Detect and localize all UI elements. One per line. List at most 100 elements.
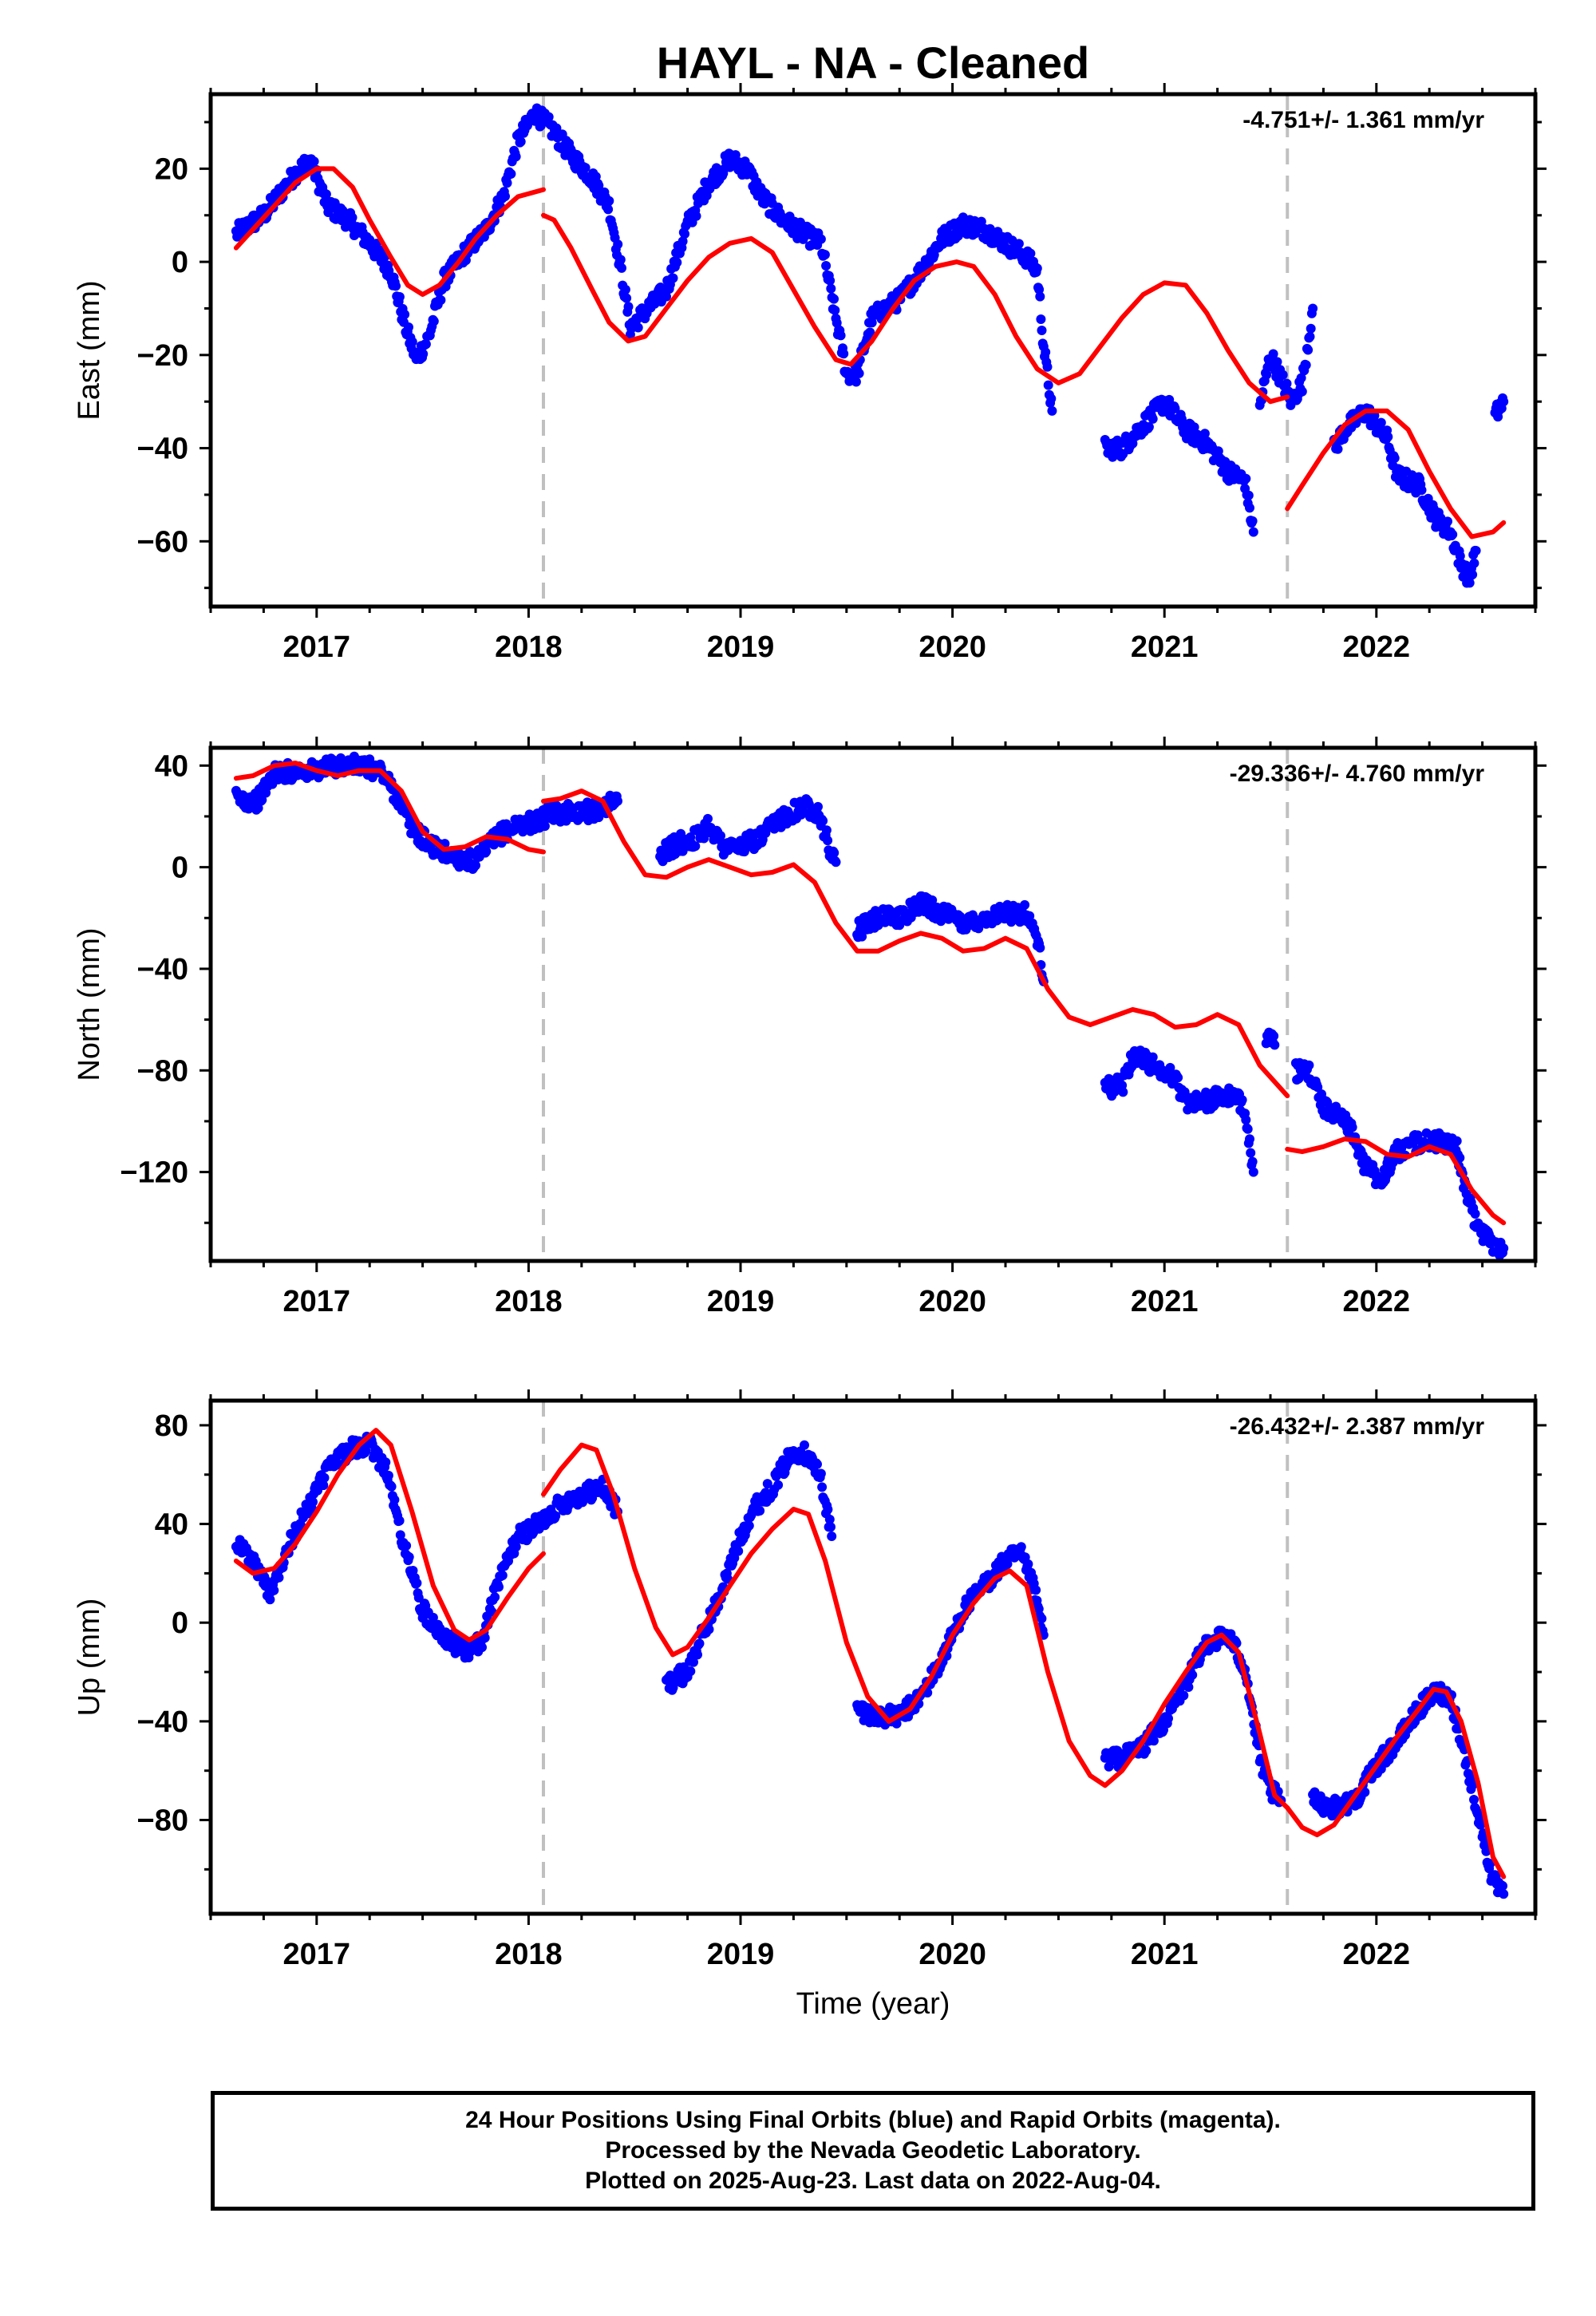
data-point — [1308, 303, 1318, 314]
data-point — [829, 294, 839, 304]
data-point — [668, 273, 678, 283]
data-point — [1104, 1761, 1114, 1772]
data-point — [831, 857, 841, 868]
data-point — [1241, 473, 1251, 484]
data-point — [361, 1445, 371, 1456]
data-point — [1499, 1889, 1509, 1899]
data-point — [716, 831, 725, 841]
data-point — [1035, 943, 1045, 953]
data-point — [1471, 546, 1481, 555]
data-point — [1297, 386, 1307, 397]
data-point — [1047, 405, 1057, 416]
data-point — [1499, 397, 1509, 407]
data-point — [543, 112, 554, 122]
data-point — [1247, 516, 1258, 526]
data-point — [800, 1440, 809, 1450]
data-point — [1187, 1670, 1198, 1680]
plot-frame — [208, 92, 1538, 609]
data-point — [1042, 362, 1053, 372]
data-point — [936, 916, 946, 927]
data-point — [1278, 370, 1288, 380]
data-point — [1002, 1559, 1013, 1569]
data-point — [818, 816, 828, 826]
y-tick-label: −20 — [137, 339, 188, 373]
y-tick-label: −40 — [137, 1705, 188, 1739]
model-curve — [541, 788, 1290, 1099]
data-point — [1270, 1040, 1280, 1050]
y-tick-label: 80 — [155, 1409, 188, 1443]
y-tick-label: −120 — [120, 1156, 188, 1190]
y-tick-label: 20 — [155, 152, 188, 186]
data-point — [1037, 1614, 1047, 1624]
data-point — [391, 281, 401, 291]
data-point — [1025, 911, 1035, 921]
model-curve — [541, 212, 1290, 405]
velocity-rate-label: -29.336+/- 4.760 mm/yr — [1230, 761, 1485, 787]
data-points — [231, 103, 1509, 588]
chart-title: HAYL - NA - Cleaned — [657, 38, 1089, 88]
data-point — [1170, 403, 1180, 413]
data-point — [500, 192, 510, 201]
data-point — [511, 152, 521, 162]
y-tick-label: 40 — [155, 749, 188, 783]
data-point — [865, 327, 875, 338]
data-point — [1020, 899, 1030, 910]
data-point — [680, 229, 689, 239]
data-point — [1268, 349, 1278, 359]
data-point — [678, 236, 688, 247]
y-axis-label: Up (mm) — [73, 1599, 106, 1717]
data-point — [817, 1482, 828, 1492]
data-point — [826, 283, 836, 294]
data-point — [615, 255, 626, 265]
data-point — [1148, 1052, 1158, 1062]
data-point — [603, 204, 614, 215]
x-tick-label: 2019 — [707, 630, 775, 664]
data-point — [851, 377, 861, 387]
data-point — [703, 813, 713, 824]
data-point — [309, 156, 319, 167]
data-point — [1016, 1542, 1026, 1552]
data-point — [1173, 1073, 1183, 1083]
data-point — [891, 1718, 902, 1729]
data-point — [820, 250, 830, 260]
x-axis-label: Time (year) — [796, 1987, 950, 2021]
data-point — [274, 1572, 284, 1583]
data-point — [383, 1470, 393, 1480]
data-point — [1176, 413, 1187, 424]
data-point — [1272, 357, 1282, 367]
y-tick-label: −80 — [137, 1054, 188, 1088]
data-point — [1183, 1682, 1194, 1692]
data-point — [253, 803, 263, 813]
data-point — [704, 1624, 714, 1634]
data-point — [1333, 444, 1343, 454]
data-point — [480, 1633, 490, 1643]
data-point — [821, 825, 832, 836]
data-point — [1144, 422, 1154, 432]
data-point — [1148, 413, 1158, 424]
data-point — [1468, 1780, 1478, 1790]
plot-frame — [208, 745, 1538, 1263]
data-point — [1455, 1152, 1465, 1163]
data-point — [1464, 578, 1475, 588]
data-point — [1013, 239, 1024, 249]
data-point — [1389, 453, 1400, 463]
data-point — [477, 1642, 487, 1653]
data-point — [689, 1657, 698, 1667]
data-points — [231, 1431, 1509, 1899]
data-point — [1303, 345, 1314, 355]
data-point — [762, 1479, 772, 1489]
panels-group: 2017 2018 2019 2020 2021 2022 −60 −40 −20 0 20 East… — [73, 83, 1547, 1971]
data-point — [1416, 485, 1427, 496]
data-point — [755, 1506, 765, 1516]
data-point — [428, 1612, 438, 1622]
y-tick-label: 0 — [172, 1607, 188, 1640]
data-point — [1304, 1060, 1314, 1070]
data-point — [488, 840, 499, 850]
data-point — [318, 1480, 329, 1491]
y-tick-label: −40 — [137, 953, 188, 986]
data-point — [1242, 1124, 1253, 1134]
data-point — [826, 1522, 836, 1532]
data-point — [694, 1638, 705, 1649]
y-tick-label: −80 — [137, 1804, 188, 1838]
data-point — [604, 196, 614, 206]
